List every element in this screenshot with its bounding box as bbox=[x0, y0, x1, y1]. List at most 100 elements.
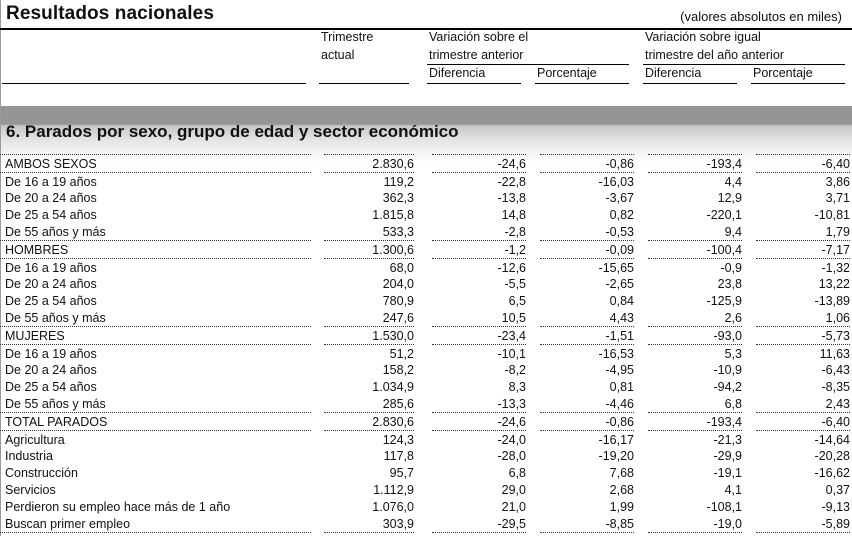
subheader-porcentaje-1: Porcentaje bbox=[537, 66, 597, 80]
cell-diferencia-anual: -193,4 bbox=[648, 411, 742, 431]
row-label: TOTAL PARADOS bbox=[0, 411, 311, 431]
cell-porcentaje-trimestre: 4,43 bbox=[609, 310, 634, 325]
col-header-trimestre-line1: Trimestre bbox=[321, 30, 374, 44]
cell-diferencia-anual: -93,0 bbox=[648, 325, 742, 345]
cell-porcentaje-anual: -20,28 bbox=[814, 449, 850, 464]
cell-porcentaje-anual: -13,89 bbox=[814, 294, 850, 309]
cell-diferencia-anual: 4,4 bbox=[648, 171, 742, 190]
cell-diferencia-trimestre: -2,8 bbox=[504, 224, 526, 239]
cell-porcentaje-anual: -5,89 bbox=[756, 514, 850, 533]
header-rule-pct2 bbox=[751, 83, 845, 84]
cell-trimestre-actual: 303,9 bbox=[324, 514, 414, 533]
cell-diferencia-trimestre: -10,1 bbox=[432, 343, 526, 362]
row-label: De 55 años y más bbox=[5, 310, 106, 325]
cell-diferencia-anual: -10,9 bbox=[713, 363, 743, 378]
cell-trimestre-actual: 95,7 bbox=[389, 466, 414, 481]
row-label: MUJERES bbox=[0, 325, 311, 345]
units-note: (valores absolutos en miles) bbox=[680, 9, 842, 24]
cell-trimestre-actual: 2.830,6 bbox=[324, 154, 414, 173]
row-label: De 20 a 24 años bbox=[5, 363, 97, 378]
table-row: De 55 años y más 533,3 -2,8 -0,53 9,4 1,… bbox=[0, 223, 850, 240]
cell-diferencia-anual: -193,4 bbox=[648, 154, 742, 173]
table-row: De 25 a 54 años 1.034,9 8,3 0,81 -94,2 -… bbox=[0, 378, 850, 395]
table-row: De 55 años y más 247,6 10,5 4,43 2,6 1,0… bbox=[0, 309, 850, 326]
cell-porcentaje-trimestre: 7,68 bbox=[609, 466, 634, 481]
row-label: HOMBRES bbox=[0, 239, 311, 259]
cell-diferencia-trimestre: -13,3 bbox=[497, 396, 527, 411]
cell-porcentaje-trimestre: -19,20 bbox=[598, 449, 634, 464]
group1-line1: Variación sobre el bbox=[429, 30, 529, 44]
group2-line2: trimestre del año anterior bbox=[645, 48, 784, 62]
cell-trimestre-actual: 285,6 bbox=[382, 396, 414, 411]
cell-diferencia-anual: -108,1 bbox=[706, 499, 742, 514]
cell-diferencia-trimestre: -5,5 bbox=[504, 277, 526, 292]
cell-diferencia-trimestre: 6,5 bbox=[508, 294, 526, 309]
table-row: Servicios 1.112,9 29,0 2,68 4,1 0,37 bbox=[0, 481, 850, 498]
header-rule-label bbox=[2, 83, 306, 84]
table-row: Perdieron su empleo hace más de 1 año 1.… bbox=[0, 498, 850, 515]
row-label: De 16 a 19 años bbox=[0, 343, 311, 362]
cell-diferencia-anual: 6,8 bbox=[724, 396, 742, 411]
cell-diferencia-trimestre: -23,4 bbox=[432, 325, 526, 345]
cell-porcentaje-anual: -6,40 bbox=[756, 154, 850, 173]
cell-porcentaje-anual: 2,43 bbox=[825, 396, 850, 411]
cell-trimestre-actual: 68,0 bbox=[324, 257, 414, 276]
cell-porcentaje-trimestre: 0,84 bbox=[609, 294, 634, 309]
cell-diferencia-trimestre: -12,6 bbox=[432, 257, 526, 276]
cell-porcentaje-trimestre: -16,03 bbox=[540, 171, 634, 190]
table-row: Construcción 95,7 6,8 7,68 -19,1 -16,62 bbox=[0, 464, 850, 481]
cell-trimestre-actual: 158,2 bbox=[382, 363, 414, 378]
cell-diferencia-anual: -100,4 bbox=[648, 239, 742, 259]
section-title: 6. Parados por sexo, grupo de edad y sec… bbox=[6, 122, 459, 141]
cell-trimestre-actual: 780,9 bbox=[382, 294, 414, 309]
cell-trimestre-actual: 1.076,0 bbox=[372, 499, 414, 514]
cell-diferencia-trimestre: 29,0 bbox=[501, 482, 526, 497]
cell-trimestre-actual: 1.530,0 bbox=[324, 325, 414, 345]
cell-porcentaje-anual: -5,73 bbox=[756, 325, 850, 345]
cell-porcentaje-anual: -6,40 bbox=[756, 411, 850, 431]
group1-line2: trimestre anterior bbox=[429, 48, 524, 62]
row-label: Buscan primer empleo bbox=[0, 514, 311, 533]
cell-diferencia-anual: 4,1 bbox=[724, 482, 742, 497]
cell-diferencia-anual: -0,9 bbox=[648, 257, 742, 276]
cell-trimestre-actual: 1.300,6 bbox=[324, 239, 414, 259]
cell-diferencia-anual: -29,9 bbox=[713, 449, 743, 464]
cell-porcentaje-trimestre: -8,85 bbox=[540, 514, 634, 533]
table-row: De 20 a 24 años 158,2 -8,2 -4,95 -10,9 -… bbox=[0, 362, 850, 379]
table-row: TOTAL PARADOS 2.830,6 -24,6 -0,86 -193,4… bbox=[0, 411, 850, 431]
table-row: De 25 a 54 años 780,9 6,5 0,84 -125,9 -1… bbox=[0, 292, 850, 309]
cell-diferencia-anual: 23,8 bbox=[717, 277, 742, 292]
cell-diferencia-anual: -94,2 bbox=[713, 380, 743, 395]
header-rule-pct1 bbox=[535, 83, 629, 84]
row-label: Construcción bbox=[5, 466, 78, 481]
cell-porcentaje-trimestre: 2,68 bbox=[609, 482, 634, 497]
row-label: De 55 años y más bbox=[5, 224, 106, 239]
cell-diferencia-trimestre: 10,5 bbox=[501, 310, 526, 325]
cell-porcentaje-anual: -10,81 bbox=[814, 208, 850, 223]
cell-diferencia-trimestre: 14,8 bbox=[501, 208, 526, 223]
cell-porcentaje-anual: -1,32 bbox=[756, 257, 850, 276]
col-header-trimestre-line2: actual bbox=[321, 48, 355, 62]
row-label: De 25 a 54 años bbox=[5, 294, 97, 309]
col-group-trimestre-anterior: Variación sobre el trimestre anterior bbox=[429, 28, 528, 64]
cell-diferencia-anual: -19,1 bbox=[713, 466, 743, 481]
table-row: De 55 años y más 285,6 -13,3 -4,46 6,8 2… bbox=[0, 395, 850, 412]
row-label: De 16 a 19 años bbox=[0, 171, 311, 190]
cell-diferencia-anual: 5,3 bbox=[648, 343, 742, 362]
title-rule bbox=[0, 28, 852, 30]
table-row: De 16 a 19 años 51,2 -10,1 -16,53 5,3 11… bbox=[0, 343, 850, 362]
table-row: De 20 a 24 años 204,0 -5,5 -2,65 23,8 13… bbox=[0, 276, 850, 293]
cell-trimestre-actual: 51,2 bbox=[324, 343, 414, 362]
cell-diferencia-trimestre: 8,3 bbox=[508, 380, 526, 395]
row-label: Servicios bbox=[5, 482, 56, 497]
row-label: De 20 a 24 años bbox=[5, 191, 97, 206]
cell-porcentaje-anual: -16,62 bbox=[814, 466, 850, 481]
cell-trimestre-actual: 2.830,6 bbox=[324, 411, 414, 431]
cell-porcentaje-trimestre: -1,51 bbox=[540, 325, 634, 345]
cell-porcentaje-trimestre: 1,99 bbox=[609, 499, 634, 514]
cell-porcentaje-trimestre: 0,81 bbox=[609, 380, 634, 395]
row-label: Industria bbox=[5, 449, 53, 464]
row-label: De 55 años y más bbox=[5, 396, 106, 411]
col-group-anio-anterior: Variación sobre igual trimestre del año … bbox=[645, 28, 784, 64]
row-label: Perdieron su empleo hace más de 1 año bbox=[5, 499, 231, 514]
